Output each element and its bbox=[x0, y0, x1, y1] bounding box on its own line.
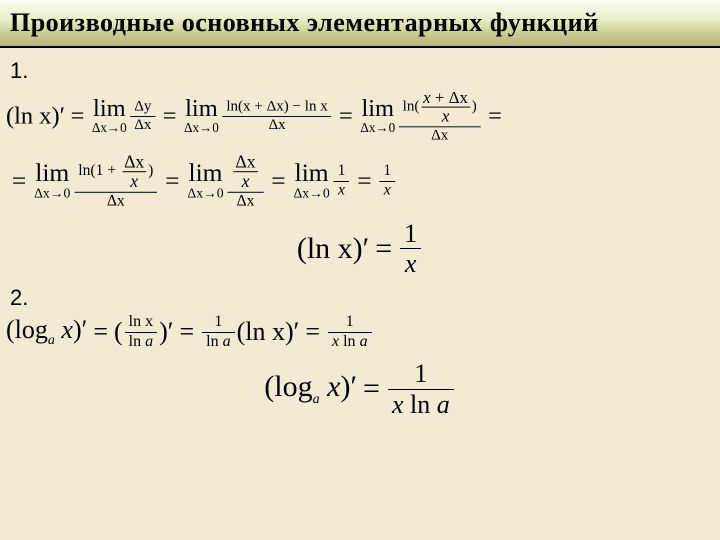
ln-ratio-over-dx: ln( x + Δx x ) Δx bbox=[399, 88, 481, 145]
item2-number: 2. bbox=[10, 285, 714, 311]
limit: lim Δx→0 bbox=[293, 160, 329, 201]
ln1plus-over-dx: ln(1 + Δx x ) Δx bbox=[74, 151, 157, 210]
limit: lim Δx→0 bbox=[34, 160, 70, 201]
item1-number: 1. bbox=[10, 58, 714, 84]
eq2-result: (loga x)′ = 1 x ln a bbox=[6, 359, 714, 419]
one-over-lna: 1 ln a bbox=[202, 313, 234, 352]
ln-diff-over-dx: ln(x + Δx) − ln x Δx bbox=[223, 98, 332, 134]
one-over-x: 1 x bbox=[379, 162, 395, 200]
page-title: Производные основных элементарных функци… bbox=[10, 8, 599, 38]
one-over-x: 1 x bbox=[334, 162, 350, 200]
equals: = bbox=[71, 102, 85, 130]
dx-over-x-over-dx: Δx x Δx bbox=[228, 151, 264, 210]
limit: lim Δx→0 bbox=[360, 97, 395, 136]
one-over-xlna: 1 x ln a bbox=[328, 313, 372, 352]
content: 1. (ln x)′ = lim Δx→0 Δy Δx = lim Δx→0 l… bbox=[0, 48, 720, 419]
one-over-x: 1 x bbox=[400, 219, 421, 279]
limit: lim Δx→0 bbox=[187, 160, 223, 201]
dy-over-dx: Δy Δx bbox=[130, 98, 155, 134]
lnx-over-lna: ln x ln a bbox=[125, 313, 157, 352]
eq1-line2: = lim Δx→0 ln(1 + Δx x ) Δx = lim Δx→0 bbox=[6, 151, 700, 210]
lnx-prime: (ln x)′ bbox=[6, 102, 65, 130]
limit: lim Δx→0 bbox=[184, 97, 219, 136]
one-over-xlna: 1 x ln a bbox=[388, 359, 454, 419]
logax-prime: (loga x)′ bbox=[6, 315, 87, 349]
limit: lim Δx→0 bbox=[92, 97, 127, 136]
eq1-result: (ln x)′ = 1 x bbox=[6, 219, 714, 279]
eq2-line1: (loga x)′ = ( ln x ln a )′ = 1 ln a (ln … bbox=[6, 313, 714, 352]
eq1-line1: (ln x)′ = lim Δx→0 Δy Δx = lim Δx→0 ln(x… bbox=[6, 88, 672, 145]
title-bar: Производные основных элементарных функци… bbox=[0, 0, 720, 48]
